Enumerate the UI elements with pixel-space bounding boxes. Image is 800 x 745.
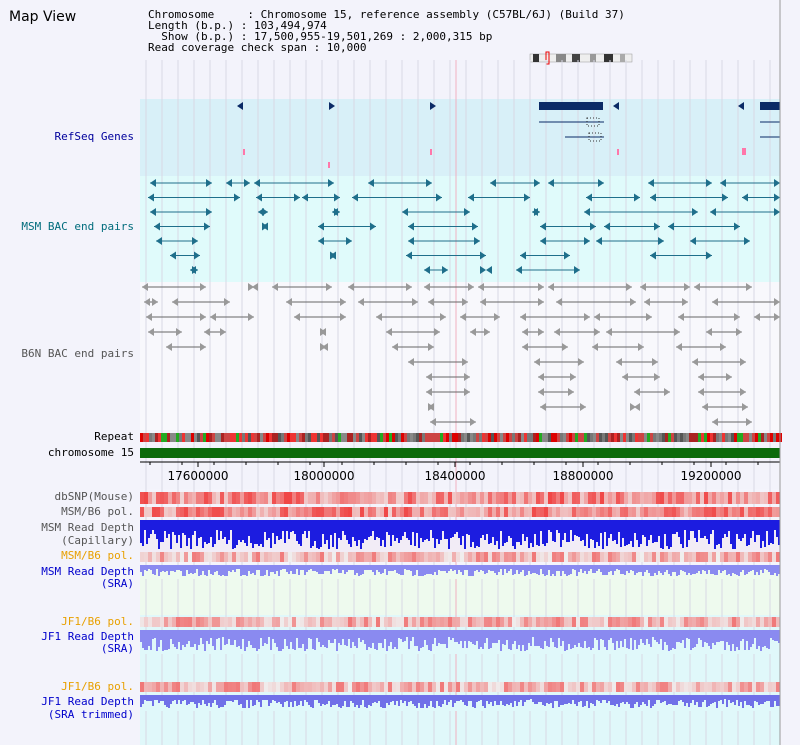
axis-tick-label: 18400000: [424, 469, 486, 483]
b6n-bac-end-pairs[interactable]: [142, 283, 780, 426]
track-label-msm-depth-cap-2[interactable]: (Capillary): [61, 534, 134, 547]
track-label-chromosome[interactable]: chromosome 15: [47, 446, 134, 459]
track-label-jf1-b6-pol-2[interactable]: JF1/B6 pol.: [61, 680, 134, 693]
b6n-bac-track-bg: [140, 282, 780, 430]
axis-tick-label: 18000000: [293, 469, 355, 483]
track-label-msm-depth-sra-1[interactable]: MSM Read Depth: [41, 565, 134, 578]
position-axis: [140, 461, 780, 467]
header-span-line: Read coverage check span : 10,000: [148, 41, 367, 54]
track-label-dbsnp[interactable]: dbSNP(Mouse): [54, 490, 134, 503]
track-label-jf1-b6-pol-1[interactable]: JF1/B6 pol.: [61, 615, 134, 628]
axis-tick-label: 19200000: [680, 469, 742, 483]
chromosome-bar[interactable]: [140, 448, 780, 458]
msm-bac-end-pairs[interactable]: [148, 179, 780, 274]
track-label-msm-b6-pol-2[interactable]: MSM/B6 pol.: [61, 549, 134, 562]
track-label-msm-b6-pol-1[interactable]: MSM/B6 pol.: [61, 505, 134, 518]
chromosome-ideogram[interactable]: [529, 51, 633, 65]
msm-bac-track-bg: [140, 176, 780, 282]
track-label-jf1-depth-sra-2[interactable]: (SRA): [100, 642, 134, 655]
heatmap-tracks[interactable]: [140, 492, 780, 692]
axis-tick-label: 17600000: [167, 469, 229, 483]
header-chromosome-line: Chromosome : Chromosome 15, reference as…: [148, 8, 625, 21]
track-label-refseq[interactable]: RefSeq Genes: [54, 130, 134, 143]
header-length-line: Length (b.p.) : 103,494,974: [148, 19, 327, 32]
refseq-track-bg: [140, 99, 780, 176]
refseq-genes[interactable]: [237, 102, 780, 168]
track-label-jf1-depth-trim-1[interactable]: JF1 Read Depth: [41, 695, 134, 708]
track-label-msm-bac[interactable]: MSM BAC end pairs: [21, 220, 134, 233]
track-label-msm-depth-cap-1[interactable]: MSM Read Depth: [41, 521, 134, 534]
track-label-b6n-bac[interactable]: B6N BAC end pairs: [21, 347, 134, 360]
track-label-repeat[interactable]: Repeat: [94, 430, 134, 443]
read-depth-tracks[interactable]: [140, 520, 780, 711]
header-show-line: Show (b.p.) : 17,500,955-19,501,269 : 2,…: [148, 30, 493, 43]
map-view-title: Map View: [9, 9, 77, 25]
track-label-msm-depth-sra-2[interactable]: (SRA): [100, 577, 134, 590]
axis-tick-label: 18800000: [552, 469, 614, 483]
track-label-jf1-depth-sra-1[interactable]: JF1 Read Depth: [41, 630, 134, 643]
repeat-track[interactable]: [140, 433, 782, 442]
track-label-jf1-depth-trim-2[interactable]: (SRA trimmed): [47, 708, 134, 721]
